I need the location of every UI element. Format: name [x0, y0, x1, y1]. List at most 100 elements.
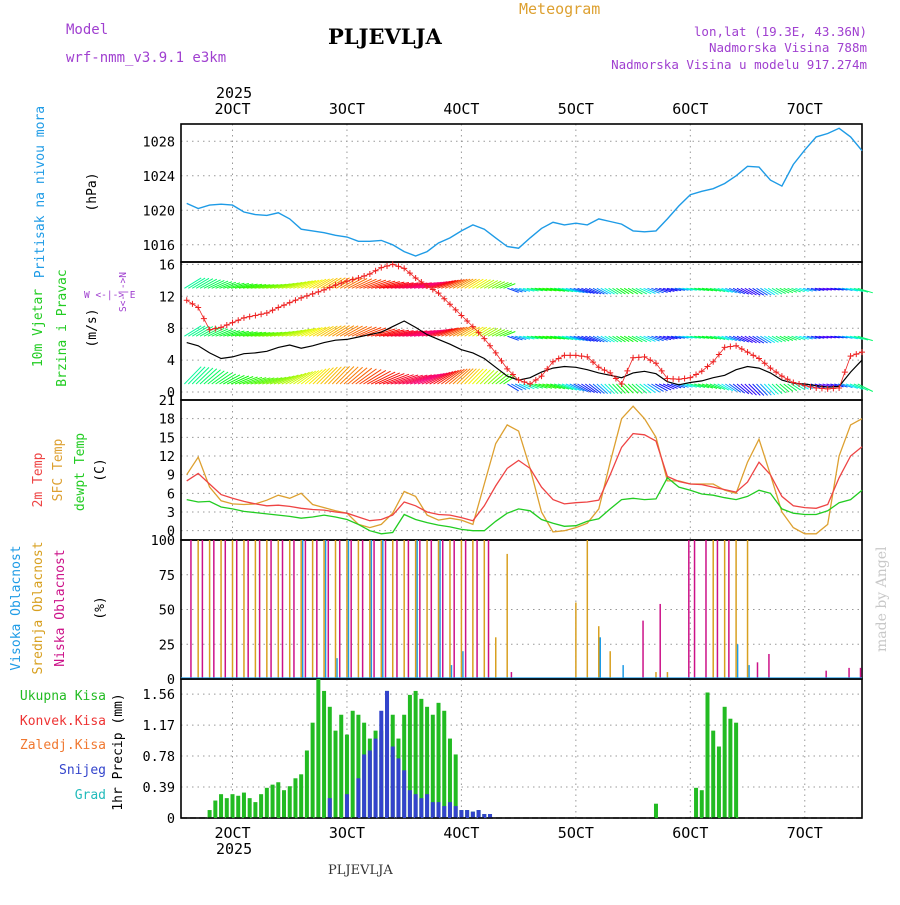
wind-barb — [406, 374, 436, 385]
wind-barb — [732, 335, 746, 343]
sfc-temp-line — [186, 405, 863, 535]
wind-barb — [577, 287, 592, 294]
wind-barb — [635, 383, 648, 394]
wind-barb — [293, 280, 313, 289]
wind-barb — [682, 287, 693, 291]
wind-barb — [456, 278, 474, 289]
wind-barb — [382, 373, 410, 385]
pressure-line — [186, 127, 863, 257]
wind-barb — [740, 383, 753, 395]
wind-barb — [246, 377, 267, 385]
bottom-tick-label: 6OCT — [672, 824, 708, 842]
wind-barb — [507, 335, 519, 341]
wind-barb — [386, 374, 414, 385]
wind-barb — [332, 325, 350, 337]
dewpt-ylabel: dewpt Temp — [73, 433, 88, 511]
wind-barb — [507, 287, 519, 293]
y-tick-label: 12 — [159, 289, 175, 305]
wind-barb — [857, 287, 873, 294]
y-tick-label: 15 — [159, 430, 175, 446]
wind-barb — [732, 287, 746, 295]
total-precip-bar — [699, 790, 704, 818]
wind-barb — [230, 375, 250, 385]
lonlat: lon,lat (19.3E, 43.36N) — [694, 24, 867, 39]
station-title: PLJEVLJA — [328, 24, 442, 49]
wind-barb — [499, 330, 512, 337]
wind-barb — [452, 326, 471, 337]
total-precip-bar — [447, 738, 452, 818]
wind-barb — [331, 366, 350, 385]
total-precip-bar — [722, 706, 727, 818]
wind-barb — [297, 370, 317, 385]
wind-barb — [616, 287, 626, 295]
wind-barb — [320, 366, 338, 385]
wind-barb — [363, 279, 387, 289]
wind-barb — [223, 282, 241, 289]
snow-bar — [413, 794, 418, 818]
total-precip-bar — [327, 706, 332, 818]
wind-barb — [721, 383, 734, 392]
total-precip-bar — [728, 718, 733, 818]
wind-barb — [620, 287, 630, 295]
total-precip-bar — [407, 694, 412, 818]
elevation: Nadmorska Visina 788m — [709, 40, 867, 55]
top-tick-label: 6OCT — [672, 100, 708, 118]
gust-line — [186, 263, 863, 390]
wind-barb — [495, 281, 509, 289]
snow-bar — [390, 746, 395, 818]
wind-barb — [444, 368, 465, 385]
total-precip-bar — [219, 794, 224, 818]
wind-barb — [304, 279, 323, 289]
top-tick-label: 7OCT — [787, 100, 823, 118]
wind-barb — [371, 280, 396, 289]
total-precip-bar — [304, 750, 309, 818]
wind-barb — [834, 335, 844, 339]
wind-barb — [760, 383, 772, 396]
wind-barb — [662, 287, 675, 292]
wind-barb — [585, 383, 599, 394]
wind-barb — [437, 327, 459, 337]
wind-barb — [810, 335, 821, 339]
wind-barb — [658, 383, 672, 391]
total-precip-bar — [316, 679, 321, 818]
wind-barb — [460, 278, 477, 289]
wind-barb — [370, 371, 396, 385]
wind-ylabel2: Brzina i Pravac — [55, 269, 70, 386]
wind-barb — [845, 335, 858, 340]
wind-barb — [410, 282, 439, 289]
wind-barb — [822, 335, 832, 339]
wind-barb — [814, 335, 825, 339]
wind-barb — [795, 287, 805, 293]
total-precip-bar — [425, 706, 430, 818]
wind-barb — [635, 287, 648, 295]
wind-barb — [581, 335, 595, 342]
wind-barb — [538, 287, 552, 292]
wind-barb — [651, 287, 664, 294]
wind-barb — [791, 287, 801, 293]
wind-barb — [184, 366, 202, 385]
snow-bar — [425, 794, 430, 818]
wind-barb — [293, 328, 313, 337]
wind-barb — [448, 278, 468, 289]
bottom-tick-label: 3OCT — [329, 824, 365, 842]
wind-barb — [300, 279, 320, 289]
wind-barb — [670, 383, 682, 389]
wind-barb — [339, 325, 359, 337]
wind-barb — [511, 383, 523, 391]
y-tick-label: 1028 — [142, 134, 175, 150]
wind-barb — [324, 366, 342, 385]
wind-barb — [690, 287, 701, 291]
temp2m-line — [186, 432, 863, 522]
wind-barb — [752, 383, 765, 396]
wind-barb — [219, 281, 236, 289]
legend-snow: Snijeg — [59, 763, 106, 778]
wind-barb — [230, 330, 249, 337]
wind-barb — [429, 280, 454, 289]
wind-barb — [468, 278, 484, 289]
total-precip-bar — [299, 774, 304, 818]
total-precip-bar — [236, 795, 241, 818]
top-time-ticks: 2OCT 3OCT 4OCT 5OCT 6OCT 7OCT — [214, 100, 822, 118]
wind-barb — [659, 335, 672, 341]
wind-barb — [191, 277, 210, 289]
temperature-panel: 0 3 6 9 12 15 18 21 — [159, 393, 863, 541]
